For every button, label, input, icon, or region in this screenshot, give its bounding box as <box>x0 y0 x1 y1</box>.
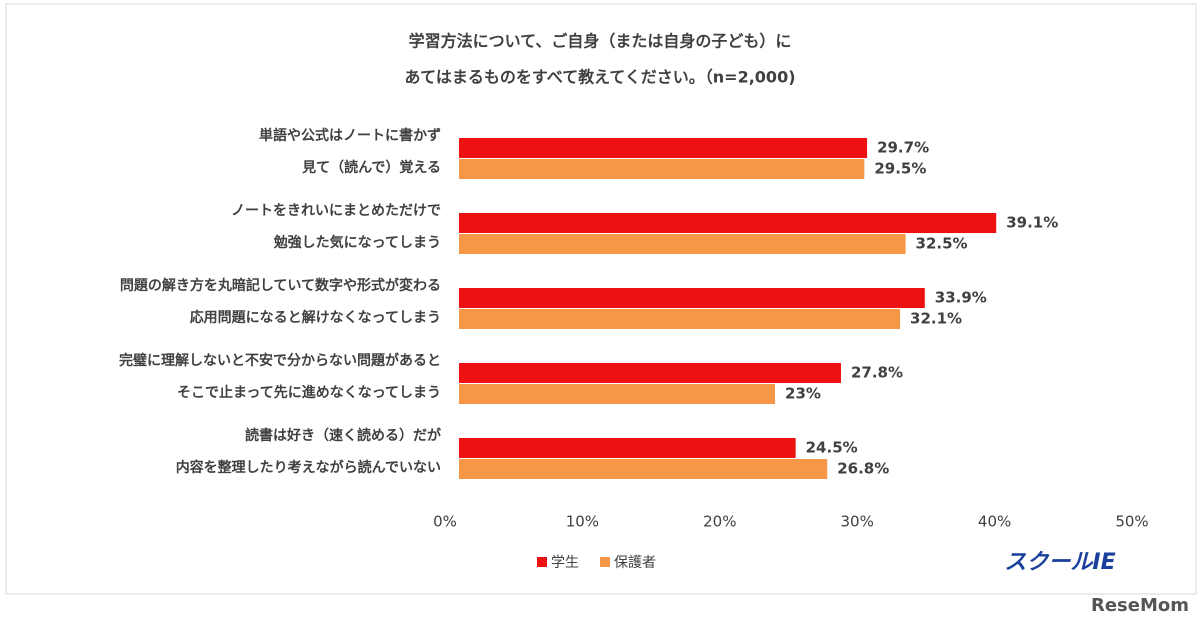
category-label: 読書は好き（速く読める）だが <box>245 427 442 444</box>
logo: スクールIE <box>1004 550 1115 575</box>
legend-swatch <box>600 557 610 567</box>
category-label: 応用問題になると解けなくなってしまう <box>190 309 441 326</box>
category-label: 問題の解き方を丸暗記していて数字や形式が変わる <box>120 277 441 294</box>
category-label: そこで止まって先に進めなくなってしまう <box>177 384 441 401</box>
value-label: 29.7% <box>877 139 929 157</box>
legend-label: 学生 <box>551 555 579 571</box>
bar <box>459 213 997 233</box>
bar <box>459 438 796 458</box>
bar <box>459 363 841 383</box>
chart-title: 学習方法について、ご自身（または自身の子ども）に <box>409 32 792 51</box>
bar <box>459 384 776 404</box>
value-label: 29.5% <box>874 160 926 178</box>
watermark: ReseMom <box>1091 595 1189 616</box>
bar <box>459 459 828 479</box>
category-label: 勉強した気になってしまう <box>273 234 441 251</box>
category-label: 単語や公式はノートに書かず <box>259 127 441 144</box>
chart-title: あてはまるものをすべて教えてください。（n=2,000) <box>404 68 795 87</box>
value-label: 32.1% <box>910 310 962 328</box>
category-label: 内容を整理したり考えながら読んでいない <box>176 459 441 476</box>
value-label: 33.9% <box>935 289 987 307</box>
legend-label: 保護者 <box>614 555 656 571</box>
value-label: 39.1% <box>1006 214 1058 232</box>
x-tick-label: 10% <box>566 513 599 531</box>
legend-swatch <box>537 557 547 567</box>
value-label: 27.8% <box>851 364 903 382</box>
value-label: 23% <box>785 385 821 403</box>
x-tick-label: 30% <box>841 513 874 531</box>
x-tick-label: 20% <box>703 513 736 531</box>
category-label: 見て（読んで）覚える <box>301 159 441 176</box>
bar <box>459 234 906 254</box>
category-label: ノートをきれいにまとめただけで <box>231 203 441 219</box>
value-label: 32.5% <box>916 235 968 253</box>
x-tick-label: 50% <box>1115 513 1148 531</box>
x-tick-label: 40% <box>978 513 1011 531</box>
value-label: 24.5% <box>806 439 858 457</box>
x-tick-label: 0% <box>433 513 457 531</box>
category-label: 完璧に理解しないと不安で分からない問題があると <box>119 352 441 369</box>
bar <box>459 309 901 329</box>
bar <box>459 138 868 158</box>
bar <box>459 288 925 308</box>
bar <box>459 159 865 179</box>
value-label: 26.8% <box>837 460 889 478</box>
